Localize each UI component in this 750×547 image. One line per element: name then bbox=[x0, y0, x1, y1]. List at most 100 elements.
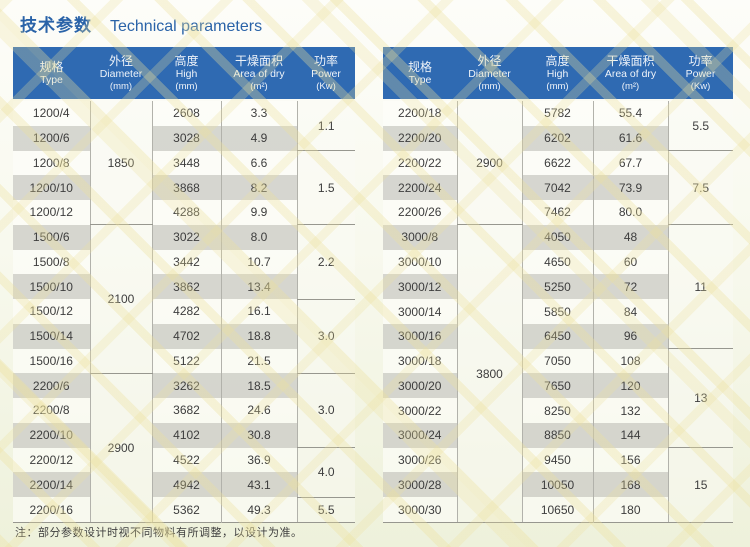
cell-power: 5.5 bbox=[296, 497, 355, 524]
cell-diameter: 2900 bbox=[456, 100, 522, 226]
cell-type: 2200/18 bbox=[383, 100, 457, 126]
table-row: 3000/30 10650 180 bbox=[383, 497, 733, 523]
cell-high: 3682 bbox=[151, 398, 221, 423]
cell-type: 1500/6 bbox=[13, 224, 90, 250]
table-row: 3000/16 6450 96 bbox=[383, 323, 733, 349]
cell-area: 43.1 bbox=[220, 472, 297, 497]
table-row: 1500/14 4702 18.8 bbox=[13, 323, 355, 349]
cell-area: 84 bbox=[592, 299, 668, 324]
table-row: 3000/12 5250 72 bbox=[383, 274, 733, 300]
column-header-text: 功率 bbox=[313, 54, 338, 69]
cell-high: 4288 bbox=[151, 200, 221, 225]
table-row: 1200/4 1850 2608 3.3 1.1 bbox=[13, 100, 355, 226]
column-header-text: 外径 bbox=[477, 54, 502, 69]
cell-area: 73.9 bbox=[592, 175, 668, 201]
cell-type: 2200/12 bbox=[13, 447, 90, 473]
table-row: 2200/18 2900 5782 55.4 5.5 bbox=[383, 100, 733, 226]
cell-power: 3.0 bbox=[296, 299, 355, 374]
column-header: 干燥面积 Area of dry (m²) bbox=[221, 47, 297, 101]
cell-high: 4050 bbox=[521, 224, 593, 250]
column-header-text: (mm) bbox=[478, 80, 501, 92]
table-row: 1500/10 3862 13.4 bbox=[13, 274, 355, 299]
table-row: 2200/10 4102 30.8 bbox=[13, 422, 355, 448]
cell-diameter: 2900 bbox=[89, 373, 152, 524]
cell-area: 61.6 bbox=[592, 125, 668, 151]
table-header: 规格 Type 外径 Diameter (mm) 高度 High (mm) 干燥面积 Area o… bbox=[13, 47, 355, 101]
cell-type: 3000/8 bbox=[383, 224, 457, 250]
table-row: 3000/8 3800 4050 48 11 bbox=[383, 224, 733, 524]
cell-high: 3448 bbox=[151, 150, 221, 176]
column-header: 外径 Diameter (mm) bbox=[90, 47, 152, 101]
cell-area: 21.5 bbox=[220, 348, 297, 374]
cell-high: 5250 bbox=[521, 274, 593, 300]
table-row: 1200/6 3028 4.9 bbox=[13, 125, 355, 151]
cell-area: 72 bbox=[592, 274, 668, 300]
cell-area: 4.9 bbox=[220, 125, 297, 151]
cell-high: 4282 bbox=[151, 299, 221, 324]
table-row: 1200/8 3448 6.6 1.5 bbox=[13, 150, 355, 226]
cell-area: 67.7 bbox=[592, 150, 668, 176]
cell-area: 108 bbox=[592, 348, 668, 374]
parameters-table-left: 规格 Type 外径 Diameter (mm) 高度 High (mm) 干燥面积 Area o… bbox=[13, 47, 355, 524]
table-row: 2200/6 2900 3262 18.5 3.0 bbox=[13, 373, 355, 524]
page-title-en: Technical parameters bbox=[110, 18, 263, 35]
cell-high: 7462 bbox=[521, 200, 593, 225]
column-header-text: 功率 bbox=[688, 54, 713, 69]
column-header-text: (m²) bbox=[621, 80, 640, 92]
table-row: 3000/10 4650 60 bbox=[383, 249, 733, 275]
cell-area: 180 bbox=[592, 497, 668, 523]
page-title-zh: 技术参数 bbox=[20, 16, 92, 35]
column-header-text: 高度 bbox=[174, 54, 199, 69]
cell-diameter: 2100 bbox=[89, 224, 152, 374]
cell-area: 10.7 bbox=[220, 249, 297, 275]
cell-power: 1.5 bbox=[296, 150, 355, 226]
cell-type: 1200/10 bbox=[13, 175, 90, 200]
table-body: 1200/4 1850 2608 3.3 1.1 1200/6 3028 4.9 1200/8 3… bbox=[13, 100, 355, 524]
cell-high: 5850 bbox=[521, 299, 593, 324]
cell-power: 3.0 bbox=[296, 373, 355, 449]
cell-type: 3000/20 bbox=[383, 373, 457, 399]
table-row: 2200/16 5362 49.3 5.5 bbox=[13, 497, 355, 524]
cell-area: 24.6 bbox=[220, 398, 297, 423]
column-header: 规格 Type bbox=[383, 47, 457, 101]
cell-type: 3000/10 bbox=[383, 249, 457, 275]
cell-type: 2200/26 bbox=[383, 200, 457, 225]
cell-high: 10050 bbox=[521, 472, 593, 498]
cell-high: 7650 bbox=[521, 373, 593, 399]
cell-power: 2.2 bbox=[296, 224, 355, 300]
cell-area: 156 bbox=[592, 447, 668, 473]
cell-type: 1200/4 bbox=[13, 100, 90, 126]
table-row: 3000/20 7650 120 bbox=[383, 373, 733, 399]
cell-area: 6.6 bbox=[220, 150, 297, 176]
column-header-text: 规格 bbox=[407, 59, 432, 74]
cell-area: 120 bbox=[592, 373, 668, 399]
cell-high: 4702 bbox=[151, 323, 221, 349]
cell-high: 3028 bbox=[151, 125, 221, 151]
table-row: 2200/8 3682 24.6 bbox=[13, 398, 355, 423]
table-row: 3000/18 7050 108 13 bbox=[383, 348, 733, 449]
cell-type: 2200/8 bbox=[13, 398, 90, 423]
cell-type: 2200/10 bbox=[13, 422, 90, 448]
column-header-text: Power bbox=[311, 68, 341, 81]
cell-high: 7050 bbox=[521, 348, 593, 374]
cell-high: 6450 bbox=[521, 323, 593, 349]
cell-power: 7.5 bbox=[667, 150, 733, 226]
cell-high: 10650 bbox=[521, 497, 593, 523]
cell-power: 11 bbox=[667, 224, 733, 350]
table-row: 1500/8 3442 10.7 bbox=[13, 249, 355, 275]
footnote: 注：部分参数设计时视不同物料有所调整，以设计为准。 bbox=[15, 527, 303, 539]
column-header-text: (mm) bbox=[546, 80, 569, 92]
cell-area: 8.2 bbox=[220, 175, 297, 200]
table-row: 2200/20 6202 61.6 bbox=[383, 125, 733, 151]
cell-type: 1200/8 bbox=[13, 150, 90, 176]
column-header-text: 规格 bbox=[39, 59, 64, 74]
column-header-text: Type bbox=[408, 73, 432, 86]
header-row: 规格 Type 外径 Diameter (mm) 高度 High (mm) 干燥面积 Area o… bbox=[383, 47, 733, 101]
column-header-text: 高度 bbox=[545, 54, 570, 69]
table-row: 2200/12 4522 36.9 4.0 bbox=[13, 447, 355, 498]
table-row: 3000/28 10050 168 bbox=[383, 472, 733, 498]
parameters-table-right: 规格 Type 外径 Diameter (mm) 高度 High (mm) 干燥面积 Area o… bbox=[383, 47, 733, 524]
cell-area: 48 bbox=[592, 224, 668, 250]
cell-area: 18.5 bbox=[220, 373, 297, 398]
